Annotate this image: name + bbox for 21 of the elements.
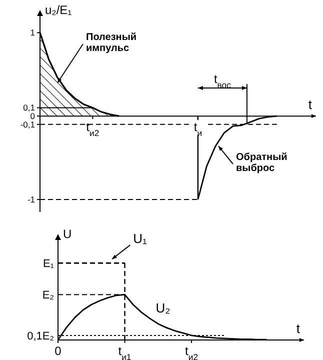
y-axis-title: u₂/E₁ — [45, 3, 72, 17]
x-tick-label: t$_{и2}$ — [86, 120, 100, 138]
x-axis-title: t — [296, 321, 300, 336]
x-tick-label: t$_{и1}$ — [118, 344, 132, 360]
ref-line-label: 0,1E₂ — [27, 330, 54, 342]
x-tick-label: 0 — [54, 344, 62, 358]
annotation: Полезный импульс — [86, 32, 137, 54]
annotation: Обратный выброс — [236, 152, 288, 174]
x-axis-title: t — [308, 97, 312, 112]
y-tick-label: -0,1 — [20, 119, 36, 130]
y-axis-title: U — [63, 227, 72, 241]
ref-line-label: E₁ — [42, 258, 54, 270]
ref-line-label: E₂ — [42, 290, 54, 302]
y-tick-label: -1 — [27, 194, 36, 204]
series-label: U₂ — [156, 300, 170, 316]
x-tick-label: t$_{и2}$ — [185, 344, 198, 360]
series-label: U₁ — [133, 231, 148, 246]
x-tick-label: t$_{и}$ — [194, 120, 202, 138]
y-tick-label: 0,1 — [23, 102, 36, 113]
y-tick-label: 0 — [30, 111, 36, 122]
y-tick-label: 1 — [30, 28, 36, 38]
